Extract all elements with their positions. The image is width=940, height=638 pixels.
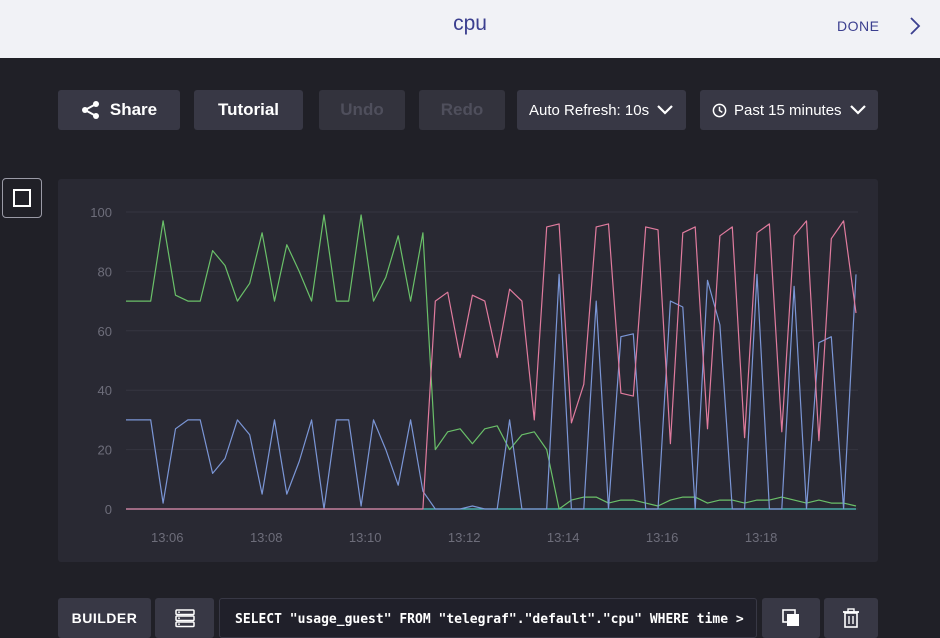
x-tick-label: 13:18 (745, 530, 778, 545)
copy-icon (782, 609, 799, 626)
query-input[interactable]: SELECT "usage_guest" FROM "telegraf"."de… (219, 598, 757, 638)
undo-button[interactable]: Undo (319, 90, 405, 130)
clock-icon (712, 103, 727, 117)
y-tick-label: 20 (98, 443, 112, 458)
tutorial-button[interactable]: Tutorial (194, 90, 303, 130)
series-line (126, 214, 857, 510)
redo-button[interactable]: Redo (419, 90, 505, 130)
series-line (126, 273, 857, 510)
list-view-button[interactable] (155, 598, 214, 638)
auto-refresh-label: Auto Refresh: 10s (529, 101, 650, 119)
line-chart[interactable]: 0 20 40 60 80 100 13:06 13:08 13:10 13:12 13:14 13:… (58, 179, 878, 562)
series-line (126, 220, 857, 510)
layout-toggle-icon (13, 189, 31, 207)
page-title: cpu (453, 12, 487, 35)
time-range-dropdown[interactable]: Past 15 minutes (700, 90, 878, 130)
auto-refresh-dropdown[interactable]: Auto Refresh: 10s (517, 90, 686, 130)
y-tick-label: 40 (98, 383, 112, 398)
x-tick-label: 13:12 (448, 530, 481, 545)
x-tick-label: 13:06 (151, 530, 184, 545)
share-icon (81, 101, 99, 119)
y-tick-label: 60 (98, 324, 112, 339)
chart-panel (58, 179, 878, 562)
y-tick-label: 80 (98, 264, 112, 279)
time-range-label: Past 15 minutes (734, 101, 842, 119)
delete-query-button[interactable] (824, 598, 878, 638)
share-label: Share (109, 100, 158, 119)
chevron-down-icon (849, 105, 866, 115)
x-tick-label: 13:08 (250, 530, 283, 545)
builder-button[interactable]: BUILDER (58, 598, 151, 638)
chevron-right-icon[interactable] (905, 14, 925, 38)
x-tick-label: 13:16 (646, 530, 679, 545)
x-tick-label: 13:14 (547, 530, 580, 545)
share-button[interactable]: Share (58, 90, 180, 130)
y-tick-label: 0 (105, 502, 112, 517)
done-button[interactable]: DONE (837, 18, 880, 34)
chevron-down-icon (657, 105, 673, 115)
trash-icon (843, 608, 859, 628)
list-icon (174, 609, 195, 628)
layout-toggle-button[interactable] (2, 178, 42, 218)
y-tick-label: 100 (90, 205, 112, 220)
x-tick-label: 13:10 (349, 530, 382, 545)
copy-query-button[interactable] (762, 598, 820, 638)
header-bar: cpu DONE (0, 0, 940, 58)
